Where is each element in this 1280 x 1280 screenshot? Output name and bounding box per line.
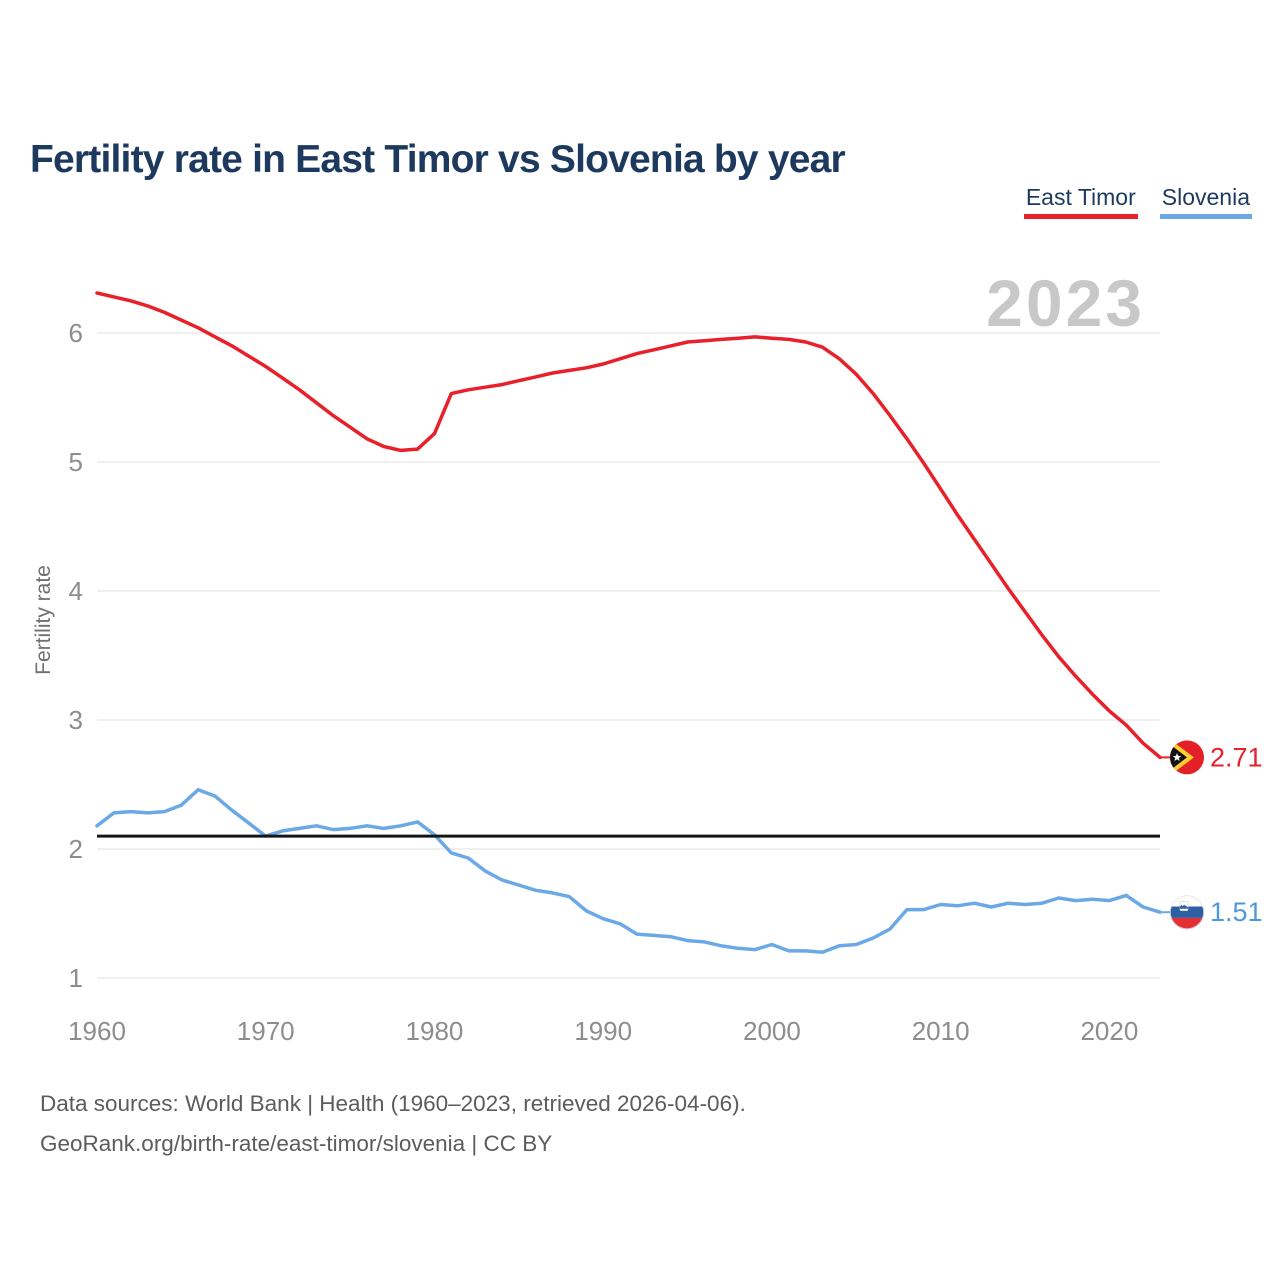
y-tick-label-2: 2	[69, 834, 83, 864]
legend-item-east-timor[interactable]: East Timor	[1023, 184, 1138, 219]
slovenia-flag-icon	[1170, 895, 1204, 930]
x-tick-label-2000: 2000	[743, 1016, 801, 1046]
footer-attribution: GeoRank.org/birth-rate/east-timor/sloven…	[40, 1131, 553, 1156]
y-tick-label-5: 5	[69, 447, 83, 477]
x-tick-label-2010: 2010	[912, 1016, 970, 1046]
slovenia-line	[95, 787, 1162, 954]
legend-label-east-timor: East Timor	[1025, 184, 1136, 210]
east-timor-line	[95, 291, 1162, 760]
slovenia-end-value: 1.51	[1210, 897, 1263, 927]
footer: Data sources: World Bank | Health (1960–…	[40, 1084, 746, 1164]
year-watermark: 2023	[986, 266, 1145, 340]
footer-data-sources: Data sources: World Bank | Health (1960–…	[40, 1091, 746, 1116]
legend-label-slovenia: Slovenia	[1161, 184, 1250, 210]
x-tick-label-1980: 1980	[406, 1016, 464, 1046]
east-timor-flag-icon	[1170, 740, 1204, 775]
x-tick-label-1990: 1990	[574, 1016, 632, 1046]
x-tick-label-1970: 1970	[237, 1016, 295, 1046]
y-tick-label-3: 3	[69, 705, 83, 735]
y-tick-label-4: 4	[69, 576, 83, 606]
page-title: Fertility rate in East Timor vs Slovenia…	[30, 138, 846, 182]
x-tick-label-1960: 1960	[68, 1016, 126, 1046]
legend-item-slovenia[interactable]: Slovenia	[1159, 184, 1252, 219]
y-tick-label-6: 6	[69, 318, 83, 348]
y-tick-label-1: 1	[69, 963, 83, 993]
legend: East Timor Slovenia	[1023, 184, 1252, 219]
x-tick-label-2020: 2020	[1080, 1016, 1138, 1046]
east-timor-end-value: 2.71	[1210, 742, 1263, 772]
